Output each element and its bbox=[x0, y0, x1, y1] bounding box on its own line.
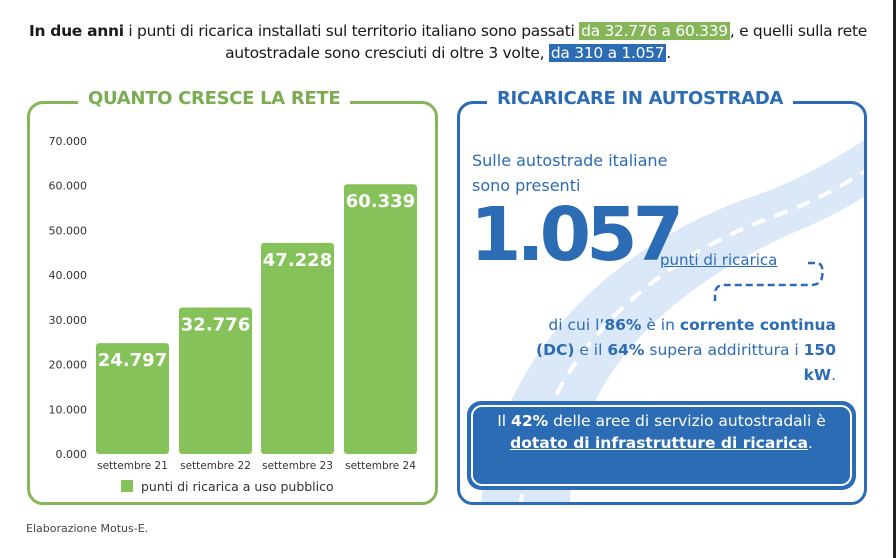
bar-value-label: 24.797 bbox=[98, 350, 167, 371]
dashed-connector bbox=[713, 261, 824, 301]
intro-line-1: Sulle autostrade italiane bbox=[472, 151, 668, 170]
info-box: Il 42% delle aree di servizio autostrada… bbox=[467, 401, 856, 490]
y-tick-label: 70.000 bbox=[49, 135, 88, 148]
bar bbox=[261, 242, 334, 454]
y-tick-label: 20.000 bbox=[49, 359, 88, 372]
headline-end: . bbox=[666, 44, 671, 62]
t: è in bbox=[641, 316, 680, 334]
t: . bbox=[807, 434, 813, 452]
t: 42% bbox=[511, 412, 549, 430]
x-tick-label: settembre 22 bbox=[180, 460, 251, 472]
headline: In due anni i punti di ricarica installa… bbox=[0, 20, 896, 64]
edge-line bbox=[893, 0, 896, 558]
t: 64% bbox=[607, 341, 645, 359]
bar bbox=[96, 343, 169, 454]
x-tick-label: settembre 23 bbox=[262, 460, 333, 472]
intro-text: Sulle autostrade italiane sono presenti bbox=[472, 148, 667, 198]
headline-text-2: , e quelli sulla rete autostradale sono … bbox=[225, 22, 867, 62]
detail-text: di cui l’86% è in corrente continua (DC)… bbox=[506, 313, 836, 388]
t: corrente continua (DC) bbox=[536, 316, 836, 359]
headline-bold: In due anni bbox=[28, 22, 124, 40]
headline-text: i punti di ricarica installati sul terri… bbox=[123, 22, 580, 40]
t: di cui l’ bbox=[548, 316, 605, 334]
big-number: 1.057 bbox=[470, 192, 684, 278]
y-tick-label: 60.000 bbox=[49, 180, 88, 193]
t: 86% bbox=[604, 316, 642, 334]
big-number-label: punti di ricarica bbox=[660, 251, 778, 269]
legend-label: punti di ricarica a uso pubblico bbox=[141, 479, 334, 494]
highlight-green: da 32.776 a 60.339 bbox=[579, 22, 730, 40]
t: supera addirittura i bbox=[644, 341, 804, 359]
bar-value-label: 47.228 bbox=[263, 250, 332, 271]
intro-line-2: sono presenti bbox=[472, 176, 581, 195]
t: . bbox=[831, 366, 836, 384]
bar-value-label: 32.776 bbox=[181, 314, 250, 335]
x-tick-label: settembre 24 bbox=[345, 460, 416, 472]
t: e il bbox=[574, 341, 608, 359]
right-panel-title: RICARICARE IN AUTOSTRADA bbox=[487, 88, 794, 109]
bar bbox=[179, 307, 252, 454]
source-note: Elaborazione Motus-E. bbox=[26, 522, 149, 535]
y-tick-label: 0.000 bbox=[56, 448, 88, 461]
y-tick-label: 30.000 bbox=[49, 314, 88, 327]
y-tick-label: 10.000 bbox=[49, 403, 88, 416]
left-panel-title: QUANTO CRESCE LA RETE bbox=[78, 88, 351, 109]
y-tick-label: 50.000 bbox=[49, 224, 88, 237]
t: delle aree di servizio autostradali è bbox=[548, 412, 826, 430]
t: Il bbox=[497, 412, 512, 430]
t: 150 kW bbox=[803, 341, 836, 384]
y-tick-label: 40.000 bbox=[49, 269, 88, 282]
t: dotato di infrastrutture di ricarica bbox=[510, 434, 808, 452]
bar bbox=[344, 184, 417, 454]
bar-value-label: 60.339 bbox=[346, 191, 415, 212]
highlight-blue: da 310 a 1.057 bbox=[548, 44, 667, 62]
legend-swatch bbox=[121, 480, 133, 492]
x-tick-label: settembre 21 bbox=[97, 460, 168, 472]
